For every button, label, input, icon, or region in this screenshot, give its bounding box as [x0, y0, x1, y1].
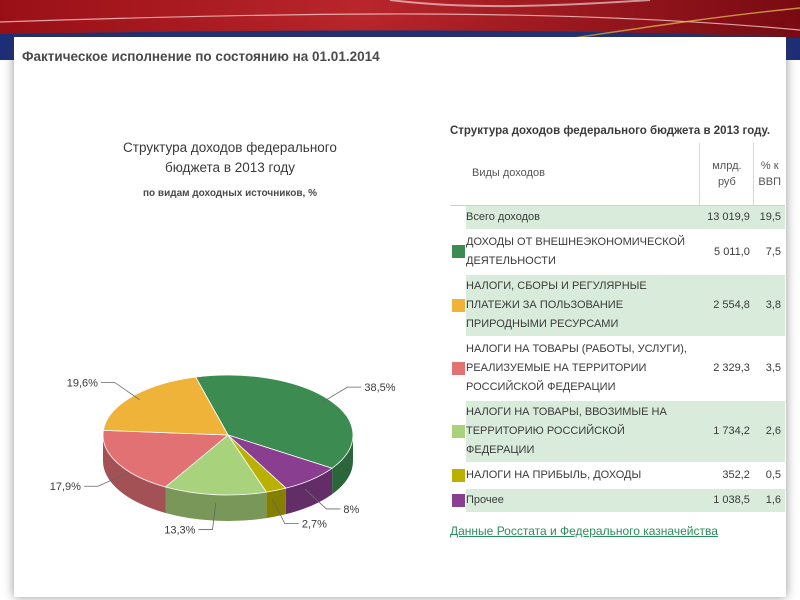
chart-title-line2: бюджета в 2013 году: [165, 160, 295, 175]
revenue-table: Виды доходов млрд. руб % к ВВП Всего дох…: [450, 143, 785, 514]
row-name: НАЛОГИ НА ПРИБЫЛЬ, ДОХОДЫ: [466, 462, 700, 489]
legend-swatch: [451, 468, 465, 482]
pie-label-4: 17,9%: [50, 481, 81, 493]
row-name: НАЛОГИ НА ТОВАРЫ (РАБОТЫ, УСЛУГИ), РЕАЛИ…: [466, 336, 700, 401]
pie-leader-4: [83, 473, 127, 487]
row-pct: 3,5: [753, 336, 785, 401]
chart-subtitle: по видам доходных источников, %: [143, 188, 317, 199]
table-row: НАЛОГИ, СБОРЫ И РЕГУЛЯРНЫЕ ПЛАТЕЖИ ЗА ПО…: [450, 273, 785, 338]
table-row: НАЛОГИ НА ПРИБЫЛЬ, ДОХОДЫ 352,2 0,5: [450, 462, 785, 489]
pie-slice-0: [195, 374, 354, 469]
row-value: 2 329,3: [699, 336, 754, 401]
legend-swatch: [451, 361, 465, 375]
row-pct: 3,8: [753, 273, 785, 338]
legend-swatch: [451, 424, 465, 438]
table-row: Всего доходов 13 019,9 19,5: [450, 205, 785, 231]
row-swatch-cell: [450, 399, 466, 464]
pie-leader-2: [272, 498, 299, 525]
pie-labels: 38,5% 8% 2,7% 13,3% 17,9% 19,6%: [50, 378, 396, 537]
chart-title: Структура доходов федерального бюджета в…: [100, 138, 360, 178]
row-pct: 7,5: [753, 229, 785, 275]
row-value: 13 019,9: [699, 205, 754, 231]
row-value: 1 038,5: [699, 487, 754, 514]
page-title: Фактическое исполнение по состоянию на 0…: [22, 49, 380, 64]
row-name: Всего доходов: [466, 205, 700, 231]
pie-slice-5: [102, 376, 229, 436]
row-swatch-cell: [450, 336, 466, 401]
row-value: 352,2: [699, 462, 754, 489]
header-value: млрд. руб: [699, 143, 754, 206]
row-pct: 0,5: [753, 462, 785, 489]
row-pct: 2,6: [753, 399, 785, 464]
header-value-line2: руб: [717, 175, 736, 188]
pie-leaders: [83, 382, 362, 530]
legend-swatch: [451, 493, 465, 507]
pie-chart: 38,5% 8% 2,7% 13,3% 17,9% 19,6%: [50, 374, 396, 537]
pie-side-0: [332, 435, 353, 495]
row-name: НАЛОГИ НА ТОВАРЫ, ВВОЗИМЫЕ НА ТЕРРИТОРИЮ…: [466, 399, 700, 464]
pie-label-1: 8%: [343, 504, 359, 516]
pie-slice-3: [164, 434, 268, 496]
pie-leader-5: [100, 382, 140, 401]
header-value-line1: млрд.: [712, 159, 742, 172]
pie-slice-4: [102, 429, 230, 488]
pie-leader-3: [198, 502, 217, 530]
table-row: НАЛОГИ НА ТОВАРЫ (РАБОТЫ, УСЛУГИ), РЕАЛИ…: [450, 336, 785, 401]
header-pct-line2: ВВП: [758, 175, 781, 188]
chart-title-line1: Структура доходов федерального: [123, 140, 337, 155]
table-row: Прочее 1 038,5 1,6: [450, 487, 785, 514]
row-value: 2 554,8: [699, 273, 754, 338]
pie-label-5: 19,6%: [67, 378, 98, 390]
header-type: Виды доходов: [466, 143, 700, 206]
row-name: Прочее: [466, 487, 700, 514]
legend-swatch: [451, 245, 465, 258]
pie-sides: [103, 435, 353, 521]
source-link[interactable]: Данные Росстата и Федерального казначейс…: [450, 524, 718, 538]
table-title: Структура доходов федерального бюджета в…: [450, 125, 771, 137]
pie-leader-0: [321, 386, 362, 404]
pie-tops: [102, 374, 354, 496]
header-pct-line1: % к: [760, 159, 779, 172]
row-value: 5 011,0: [699, 229, 754, 275]
header-pct: % к ВВП: [753, 143, 785, 206]
row-swatch-cell: [450, 273, 466, 338]
row-value: 1 734,2: [699, 399, 754, 464]
row-swatch-cell: [450, 462, 466, 489]
row-swatch-cell: [450, 229, 466, 275]
table-row: НАЛОГИ НА ТОВАРЫ, ВВОЗИМЫЕ НА ТЕРРИТОРИЮ…: [450, 399, 785, 464]
row-pct: 1,6: [753, 487, 785, 514]
pie-label-2: 2,7%: [302, 519, 327, 531]
table-row: ДОХОДЫ ОТ ВНЕШНЕЭКОНОМИЧЕСКОЙ ДЕЯТЕЛЬНОС…: [450, 229, 785, 275]
row-swatch-cell: [450, 205, 466, 231]
header-swatch-cell: [450, 143, 466, 206]
legend-swatch: [451, 298, 465, 312]
pie-label-0: 38,5%: [364, 382, 395, 394]
pie-side-4: [103, 435, 166, 513]
pie-label-3: 13,3%: [164, 525, 195, 537]
table-header-row: Виды доходов млрд. руб % к ВВП: [450, 143, 785, 206]
row-swatch-cell: [450, 487, 466, 514]
row-name: НАЛОГИ, СБОРЫ И РЕГУЛЯРНЫЕ ПЛАТЕЖИ ЗА ПО…: [466, 273, 700, 338]
row-name: ДОХОДЫ ОТ ВНЕШНЕЭКОНОМИЧЕСКОЙ ДЕЯТЕЛЬНОС…: [466, 229, 700, 275]
row-pct: 19,5: [753, 205, 785, 231]
pie-leader-1: [304, 488, 341, 510]
pie-side-1: [285, 468, 333, 515]
pie-side-2: [266, 488, 286, 519]
